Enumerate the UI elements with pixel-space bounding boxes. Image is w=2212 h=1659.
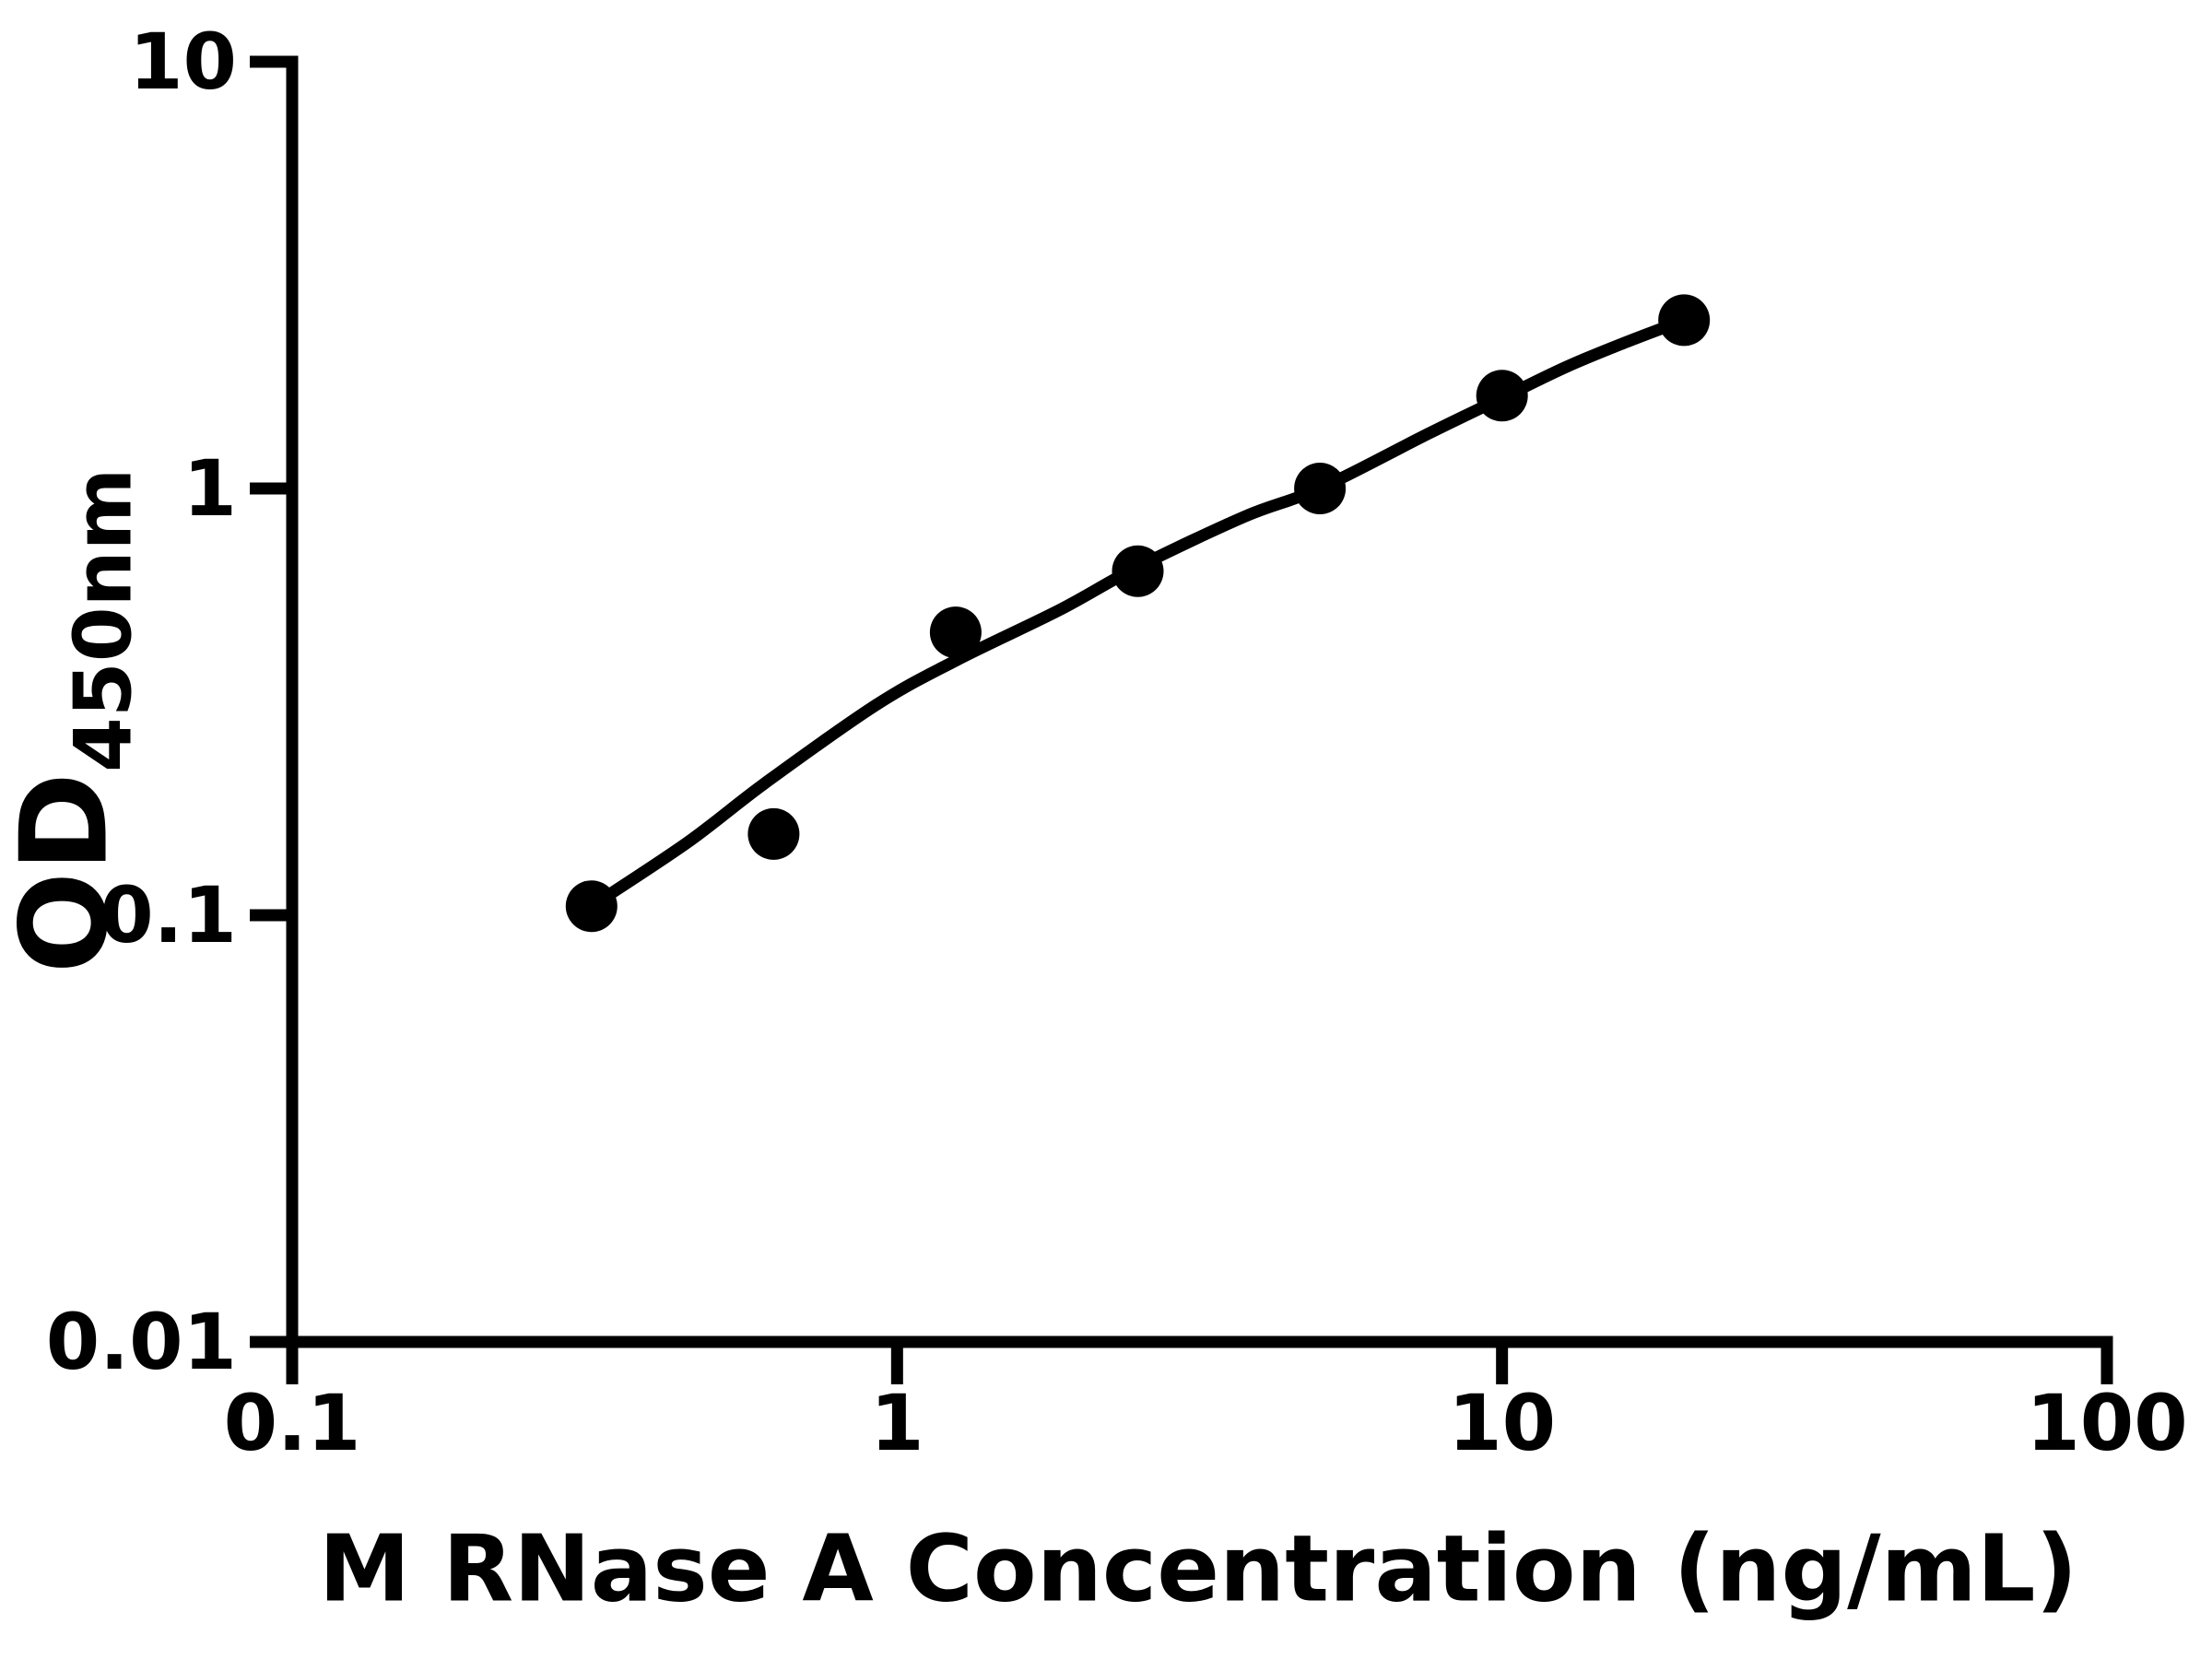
y-axis-title: OD450nm [0, 468, 150, 974]
data-point-marker [747, 807, 800, 860]
x-tick-label: 10 [1448, 1378, 1556, 1468]
data-point-marker [1112, 545, 1164, 597]
data-point-marker [1294, 463, 1347, 514]
data-point-marker [1658, 294, 1711, 347]
y-axis-title-main: OD [0, 771, 135, 974]
y-axis-title-subscript: 450nm [57, 467, 150, 772]
y-tick-label: 10 [129, 17, 237, 107]
x-tick-label: 0.1 [224, 1378, 361, 1468]
x-tick-label: 100 [2026, 1378, 2187, 1468]
y-tick-label: 1 [183, 443, 237, 534]
x-axis-title: M RNase A Concentration (ng/mL) [318, 1514, 2078, 1623]
x-tick-label: 1 [870, 1378, 924, 1468]
y-tick-label: 0.1 [100, 870, 237, 960]
y-tick-label: 0.01 [46, 1297, 237, 1387]
data-point-marker [929, 606, 982, 659]
data-point-marker [565, 880, 618, 933]
data-point-marker [1476, 370, 1528, 422]
